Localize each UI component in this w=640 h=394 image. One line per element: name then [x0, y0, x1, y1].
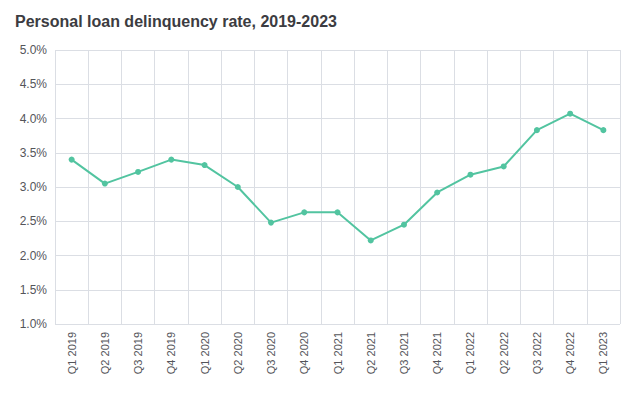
svg-text:Q4 2021: Q4 2021 [431, 332, 443, 374]
svg-text:4.5%: 4.5% [20, 77, 48, 91]
svg-text:4.0%: 4.0% [20, 112, 48, 126]
svg-text:Personal loan delinquency rate: Personal loan delinquency rate, 2019-202… [15, 13, 337, 30]
svg-text:1.0%: 1.0% [20, 317, 48, 331]
svg-text:Q1 2022: Q1 2022 [464, 332, 476, 374]
svg-text:Q3 2019: Q3 2019 [132, 332, 144, 374]
svg-text:1.5%: 1.5% [20, 283, 48, 297]
svg-text:Q1 2020: Q1 2020 [199, 332, 211, 374]
svg-text:Q2 2022: Q2 2022 [498, 332, 510, 374]
svg-text:Q3 2021: Q3 2021 [398, 332, 410, 374]
svg-text:5.0%: 5.0% [20, 43, 48, 57]
svg-text:Q1 2023: Q1 2023 [597, 332, 609, 374]
svg-text:Q2 2019: Q2 2019 [99, 332, 111, 374]
svg-text:2.0%: 2.0% [20, 249, 48, 263]
svg-text:3.0%: 3.0% [20, 180, 48, 194]
svg-text:Q1 2021: Q1 2021 [332, 332, 344, 374]
svg-text:3.5%: 3.5% [20, 146, 48, 160]
svg-text:Q1 2019: Q1 2019 [66, 332, 78, 374]
svg-text:Q2 2020: Q2 2020 [232, 332, 244, 374]
svg-text:Q3 2020: Q3 2020 [265, 332, 277, 374]
svg-text:Q4 2022: Q4 2022 [564, 332, 576, 374]
svg-text:Q4 2020: Q4 2020 [298, 332, 310, 374]
svg-text:2.5%: 2.5% [20, 214, 48, 228]
svg-text:Q4 2019: Q4 2019 [165, 332, 177, 374]
svg-text:Q3 2022: Q3 2022 [531, 332, 543, 374]
svg-text:Q2 2021: Q2 2021 [365, 332, 377, 374]
